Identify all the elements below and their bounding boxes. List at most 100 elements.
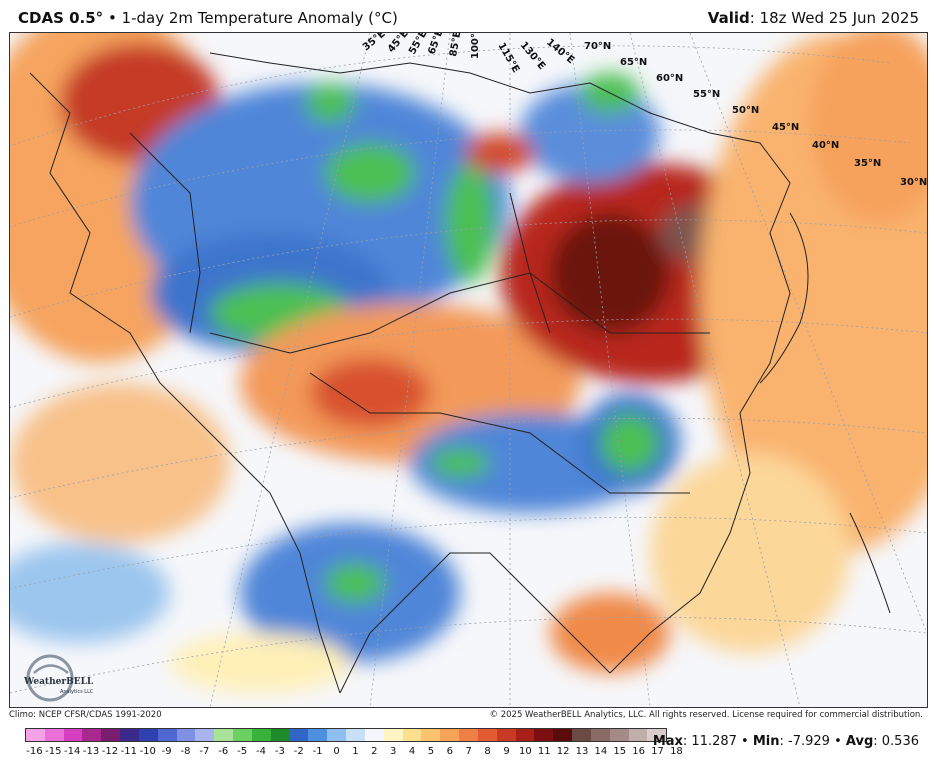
legend-row: -16 -15 -14 -13 -12 -11 -10 -9 -8 -7 -6 -5 -4 -3 -2 -1 0… xyxy=(0,722,935,768)
scale-tick-label: 7 xyxy=(466,746,472,757)
color-scale-labels: -16 -15 -14 -13 -12 -11 -10 -9 -8 -7 -6 -5 -4 -3 -2 -1 0… xyxy=(25,746,667,760)
color-swatch xyxy=(290,729,309,741)
scale-tick-label: 14 xyxy=(595,746,608,757)
color-swatch xyxy=(139,729,158,741)
color-swatch xyxy=(610,729,629,741)
color-swatch xyxy=(459,729,478,741)
color-swatch xyxy=(572,729,591,741)
color-swatch xyxy=(553,729,572,741)
scale-tick-label: -14 xyxy=(64,746,80,757)
color-swatch xyxy=(271,729,290,741)
lat-label: 50°N xyxy=(732,105,759,116)
color-swatch xyxy=(327,729,346,741)
scale-tick-label: 13 xyxy=(576,746,589,757)
lat-label: 55°N xyxy=(693,89,720,100)
color-swatch xyxy=(516,729,535,741)
color-swatch xyxy=(308,729,327,741)
scale-tick-label: -13 xyxy=(83,746,99,757)
scale-tick-label: -6 xyxy=(218,746,228,757)
color-swatch xyxy=(534,729,553,741)
color-swatch xyxy=(421,729,440,741)
map-canvas: 70°N 65°N 60°N 55°N 50°N 45°N 40°N 35°N … xyxy=(10,33,927,707)
model-name: CDAS 0.5° xyxy=(18,9,103,27)
min-label: Min xyxy=(753,734,780,749)
lat-label: 60°N xyxy=(656,73,683,84)
lat-label: 65°N xyxy=(620,57,647,68)
valid-label: Valid xyxy=(708,9,750,27)
header: CDAS 0.5° • 1-day 2m Temperature Anomaly… xyxy=(0,0,935,32)
climo-source: Climo: NCEP CFSR/CDAS 1991-2020 xyxy=(9,710,162,720)
scale-tick-label: 5 xyxy=(428,746,434,757)
map-title: CDAS 0.5° • 1-day 2m Temperature Anomaly… xyxy=(18,9,398,27)
scale-tick-label: -12 xyxy=(102,746,118,757)
scale-tick-label: 3 xyxy=(390,746,396,757)
color-swatch xyxy=(214,729,233,741)
scale-tick-label: 8 xyxy=(484,746,490,757)
scale-tick-label: 4 xyxy=(409,746,415,757)
color-swatch xyxy=(384,729,403,741)
scale-tick-label: 6 xyxy=(447,746,453,757)
scale-tick-label: -1 xyxy=(313,746,323,757)
lat-label: 45°N xyxy=(772,122,799,133)
scale-tick-label: -7 xyxy=(199,746,209,757)
scale-tick-label: 2 xyxy=(371,746,377,757)
scale-tick-label: -10 xyxy=(140,746,156,757)
scale-tick-label: -11 xyxy=(121,746,137,757)
color-swatch xyxy=(64,729,83,741)
scale-tick-label: -2 xyxy=(294,746,304,757)
lat-label: 40°N xyxy=(812,140,839,151)
color-swatch xyxy=(120,729,139,741)
anomaly-map: 70°N 65°N 60°N 55°N 50°N 45°N 40°N 35°N … xyxy=(9,32,928,708)
scale-tick-label: -15 xyxy=(45,746,61,757)
color-swatch xyxy=(158,729,177,741)
avg-value: : 0.536 xyxy=(873,734,919,749)
logo-text: WeatherBELL xyxy=(23,677,94,687)
color-swatch xyxy=(195,729,214,741)
max-value: : 11.287 • xyxy=(683,734,753,749)
scale-tick-label: 1 xyxy=(352,746,358,757)
scale-tick-label: -8 xyxy=(181,746,191,757)
scale-tick-label: 16 xyxy=(632,746,645,757)
color-swatch xyxy=(45,729,64,741)
scale-tick-label: 0 xyxy=(333,746,339,757)
lat-label: 35°N xyxy=(854,158,881,169)
color-swatch xyxy=(591,729,610,741)
valid-time: Valid: 18z Wed 25 Jun 2025 xyxy=(708,9,919,27)
scale-tick-label: -9 xyxy=(162,746,172,757)
color-swatch xyxy=(26,729,45,741)
scale-tick-label: 9 xyxy=(503,746,509,757)
copyright: © 2025 WeatherBELL Analytics, LLC. All r… xyxy=(490,710,923,720)
color-swatch xyxy=(177,729,196,741)
color-scale xyxy=(25,728,667,742)
lon-label: 100°E xyxy=(470,33,481,59)
color-swatch xyxy=(101,729,120,741)
lat-label: 30°N xyxy=(900,177,927,188)
scale-tick-label: -4 xyxy=(256,746,266,757)
avg-label: Avg xyxy=(846,734,873,749)
scale-tick-label: 12 xyxy=(557,746,570,757)
scale-tick-label: 15 xyxy=(613,746,626,757)
stats: Max: 11.287 • Min: -7.929 • Avg: 0.536 xyxy=(653,734,919,749)
color-swatch xyxy=(82,729,101,741)
map-subtitle: • 1-day 2m Temperature Anomaly (°C) xyxy=(103,9,398,27)
color-swatch xyxy=(346,729,365,741)
color-swatch xyxy=(629,729,648,741)
scale-tick-label: 10 xyxy=(519,746,532,757)
lat-label: 70°N xyxy=(584,41,611,52)
scale-tick-label: -16 xyxy=(26,746,42,757)
color-swatch xyxy=(497,729,516,741)
color-swatch xyxy=(233,729,252,741)
scale-tick-label: -3 xyxy=(275,746,285,757)
scale-tick-label: 11 xyxy=(538,746,551,757)
valid-value: : 18z Wed 25 Jun 2025 xyxy=(750,9,919,27)
scale-tick-label: -5 xyxy=(237,746,247,757)
color-swatch xyxy=(440,729,459,741)
color-swatch xyxy=(252,729,271,741)
logo-sub: Analytics LLC xyxy=(60,689,94,695)
max-label: Max xyxy=(653,734,683,749)
color-swatch xyxy=(365,729,384,741)
color-swatch xyxy=(403,729,422,741)
min-value: : -7.929 • xyxy=(780,734,846,749)
color-swatch xyxy=(478,729,497,741)
credits: Climo: NCEP CFSR/CDAS 1991-2020 © 2025 W… xyxy=(0,708,935,722)
